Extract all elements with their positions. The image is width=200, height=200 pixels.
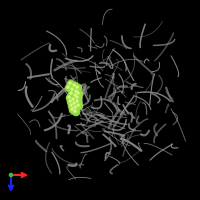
Circle shape bbox=[74, 84, 82, 92]
Circle shape bbox=[69, 86, 77, 94]
Circle shape bbox=[65, 84, 73, 92]
Circle shape bbox=[73, 88, 81, 96]
Circle shape bbox=[71, 97, 77, 103]
Circle shape bbox=[70, 101, 72, 103]
Circle shape bbox=[74, 94, 76, 96]
Circle shape bbox=[74, 103, 76, 105]
Circle shape bbox=[77, 101, 79, 103]
Circle shape bbox=[67, 80, 75, 88]
Circle shape bbox=[75, 107, 77, 109]
Circle shape bbox=[78, 105, 80, 107]
Circle shape bbox=[67, 98, 75, 106]
Circle shape bbox=[69, 100, 71, 102]
Circle shape bbox=[76, 91, 78, 93]
Circle shape bbox=[73, 93, 79, 99]
Circle shape bbox=[77, 104, 79, 106]
Circle shape bbox=[74, 110, 76, 112]
Circle shape bbox=[68, 99, 74, 105]
Circle shape bbox=[69, 97, 71, 99]
Circle shape bbox=[66, 85, 72, 91]
Circle shape bbox=[73, 105, 79, 111]
Circle shape bbox=[70, 83, 72, 85]
Circle shape bbox=[72, 92, 80, 100]
Circle shape bbox=[74, 98, 82, 106]
Circle shape bbox=[69, 103, 75, 109]
Circle shape bbox=[72, 108, 80, 116]
Circle shape bbox=[68, 102, 76, 110]
Circle shape bbox=[9, 173, 13, 177]
Circle shape bbox=[75, 95, 77, 97]
Circle shape bbox=[70, 87, 76, 93]
Circle shape bbox=[71, 88, 73, 90]
Circle shape bbox=[71, 93, 73, 95]
Circle shape bbox=[72, 109, 74, 111]
Circle shape bbox=[74, 106, 76, 108]
Circle shape bbox=[75, 85, 81, 91]
Circle shape bbox=[71, 105, 73, 107]
Circle shape bbox=[68, 90, 76, 98]
Circle shape bbox=[73, 102, 75, 104]
Circle shape bbox=[78, 93, 80, 95]
Circle shape bbox=[75, 99, 81, 105]
Circle shape bbox=[70, 107, 76, 113]
Circle shape bbox=[76, 103, 82, 109]
Circle shape bbox=[70, 104, 72, 106]
Circle shape bbox=[72, 98, 74, 100]
Circle shape bbox=[76, 86, 78, 88]
Circle shape bbox=[77, 97, 79, 99]
Circle shape bbox=[71, 100, 79, 108]
Circle shape bbox=[68, 96, 70, 98]
Circle shape bbox=[74, 94, 82, 102]
Circle shape bbox=[69, 82, 71, 84]
Circle shape bbox=[74, 85, 76, 87]
Circle shape bbox=[68, 87, 70, 89]
Circle shape bbox=[66, 94, 74, 102]
Circle shape bbox=[75, 90, 83, 98]
Circle shape bbox=[76, 91, 82, 97]
Circle shape bbox=[73, 99, 75, 101]
Circle shape bbox=[76, 96, 78, 98]
Circle shape bbox=[72, 104, 80, 112]
Circle shape bbox=[77, 92, 79, 94]
Circle shape bbox=[72, 101, 78, 107]
Circle shape bbox=[76, 100, 78, 102]
Circle shape bbox=[74, 89, 80, 95]
Circle shape bbox=[73, 84, 75, 86]
Circle shape bbox=[71, 108, 73, 110]
Circle shape bbox=[77, 87, 79, 89]
Circle shape bbox=[75, 102, 83, 110]
Circle shape bbox=[75, 111, 77, 113]
Circle shape bbox=[69, 91, 75, 97]
Circle shape bbox=[70, 96, 78, 104]
Circle shape bbox=[71, 82, 79, 90]
Circle shape bbox=[67, 95, 73, 101]
Circle shape bbox=[67, 86, 69, 88]
Circle shape bbox=[75, 90, 77, 92]
Circle shape bbox=[72, 83, 78, 89]
Circle shape bbox=[72, 89, 74, 91]
Circle shape bbox=[73, 109, 79, 115]
Circle shape bbox=[70, 92, 72, 94]
Circle shape bbox=[69, 106, 77, 114]
Circle shape bbox=[68, 81, 74, 87]
Circle shape bbox=[75, 95, 81, 101]
